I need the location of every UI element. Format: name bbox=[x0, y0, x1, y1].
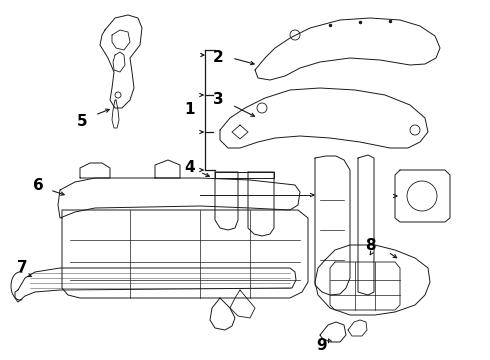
Text: 7: 7 bbox=[17, 261, 27, 275]
Text: 6: 6 bbox=[33, 177, 44, 193]
Text: 1: 1 bbox=[185, 103, 195, 117]
Text: 2: 2 bbox=[213, 50, 223, 66]
Text: 4: 4 bbox=[185, 161, 196, 175]
Text: 5: 5 bbox=[77, 114, 87, 130]
Text: 3: 3 bbox=[213, 93, 223, 108]
Text: 8: 8 bbox=[365, 238, 375, 252]
Text: 9: 9 bbox=[317, 338, 327, 352]
